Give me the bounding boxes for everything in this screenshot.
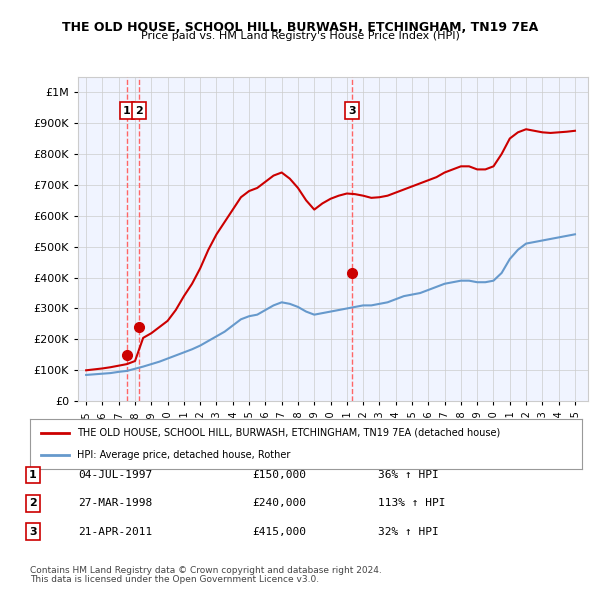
Text: 32% ↑ HPI: 32% ↑ HPI: [378, 527, 439, 536]
Text: 27-MAR-1998: 27-MAR-1998: [78, 499, 152, 508]
Text: 1: 1: [123, 106, 131, 116]
Text: £150,000: £150,000: [252, 470, 306, 480]
Text: Contains HM Land Registry data © Crown copyright and database right 2024.: Contains HM Land Registry data © Crown c…: [30, 566, 382, 575]
Text: 36% ↑ HPI: 36% ↑ HPI: [378, 470, 439, 480]
Text: THE OLD HOUSE, SCHOOL HILL, BURWASH, ETCHINGHAM, TN19 7EA (detached house): THE OLD HOUSE, SCHOOL HILL, BURWASH, ETC…: [77, 428, 500, 438]
Text: 3: 3: [29, 527, 37, 536]
Text: 113% ↑ HPI: 113% ↑ HPI: [378, 499, 445, 508]
Text: 2: 2: [135, 106, 143, 116]
Text: 1: 1: [29, 470, 37, 480]
Text: 2: 2: [29, 499, 37, 508]
Text: 04-JUL-1997: 04-JUL-1997: [78, 470, 152, 480]
Text: THE OLD HOUSE, SCHOOL HILL, BURWASH, ETCHINGHAM, TN19 7EA: THE OLD HOUSE, SCHOOL HILL, BURWASH, ETC…: [62, 21, 538, 34]
Text: This data is licensed under the Open Government Licence v3.0.: This data is licensed under the Open Gov…: [30, 575, 319, 584]
Text: £240,000: £240,000: [252, 499, 306, 508]
Text: 21-APR-2011: 21-APR-2011: [78, 527, 152, 536]
Text: Price paid vs. HM Land Registry's House Price Index (HPI): Price paid vs. HM Land Registry's House …: [140, 31, 460, 41]
Text: 3: 3: [348, 106, 356, 116]
Text: £415,000: £415,000: [252, 527, 306, 536]
Text: HPI: Average price, detached house, Rother: HPI: Average price, detached house, Roth…: [77, 450, 290, 460]
